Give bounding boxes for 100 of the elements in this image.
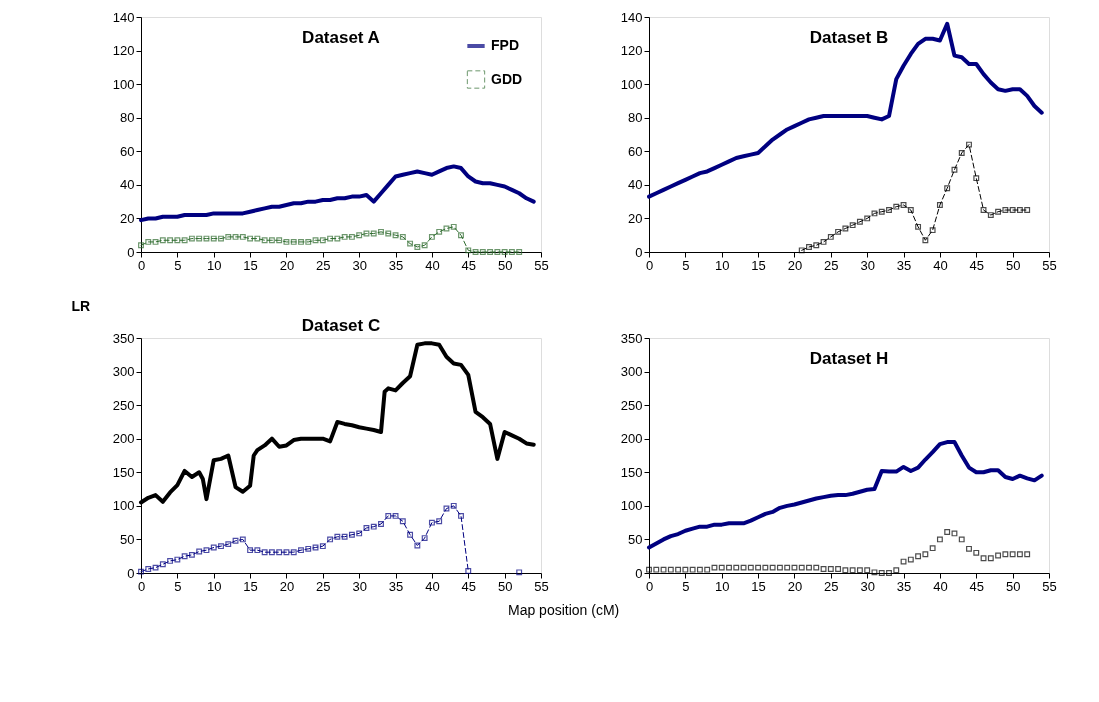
x-tick-label: 0: [645, 578, 654, 594]
point: [203, 235, 210, 242]
point: [268, 237, 275, 244]
point: [856, 218, 863, 225]
point: [363, 525, 370, 531]
point: [726, 564, 732, 571]
point: [290, 238, 297, 245]
point: [356, 530, 363, 537]
x-tick-label: 25: [824, 578, 839, 594]
x-tick-label: 45: [969, 257, 985, 273]
point: [392, 232, 399, 239]
x-tick-label: 40: [425, 578, 440, 594]
x-tick-label: 5: [174, 257, 182, 273]
point: [958, 536, 965, 543]
x-tick-label: 30: [860, 257, 875, 273]
point: [399, 233, 406, 240]
point: [871, 569, 878, 576]
point: [842, 567, 849, 574]
point: [1009, 551, 1016, 558]
point: [225, 233, 232, 240]
point: [864, 567, 871, 574]
point: [835, 566, 842, 572]
point: [232, 233, 239, 240]
x-tick-label: 30: [352, 257, 367, 273]
point: [283, 238, 290, 245]
point: [450, 502, 457, 509]
x-tick-label: 45: [461, 578, 477, 594]
point: [951, 530, 958, 537]
point: [900, 558, 907, 565]
point: [370, 523, 377, 530]
point: [747, 564, 754, 571]
point: [167, 237, 174, 244]
point: [319, 543, 326, 550]
text: Dataset A: [302, 28, 380, 47]
point: [298, 547, 304, 554]
point: [1024, 551, 1031, 558]
point: [428, 233, 435, 240]
point: [254, 547, 261, 554]
point: [203, 547, 210, 554]
x-tick-label: 45: [461, 257, 477, 273]
point: [341, 533, 348, 540]
point: [907, 556, 914, 563]
point: [886, 570, 892, 576]
point: [966, 141, 972, 148]
y-tick-label: 100: [620, 498, 643, 514]
chart-title: Dataset C: [301, 316, 381, 335]
point: [327, 536, 334, 543]
y-tick-label: 50: [120, 531, 135, 547]
point: [842, 225, 849, 232]
point: [341, 233, 348, 240]
point: [501, 249, 508, 255]
point: [247, 547, 254, 554]
y-tick-label: 100: [112, 76, 135, 92]
point: [987, 555, 994, 562]
point: [827, 566, 834, 572]
point: [239, 233, 246, 240]
y-tick-label: 60: [628, 143, 643, 159]
x-tick-label: 5: [682, 257, 690, 273]
line-series: [139, 164, 536, 223]
y-tick-label: 120: [620, 43, 643, 59]
point: [327, 235, 334, 242]
point: [407, 240, 414, 247]
point: [516, 249, 523, 255]
point: [399, 518, 406, 525]
point: [1002, 207, 1009, 213]
point: [929, 227, 936, 234]
point: [980, 207, 987, 213]
point: [407, 531, 414, 538]
point: [436, 228, 443, 235]
y-tick-label: 20: [628, 210, 643, 226]
point: [247, 235, 254, 242]
x-tick-label: 10: [206, 257, 222, 273]
point: [813, 242, 820, 249]
point: [232, 537, 239, 544]
point: [174, 556, 181, 563]
point: [319, 237, 326, 244]
x-tick-label: 10: [714, 257, 730, 273]
point: [849, 222, 856, 229]
point: [827, 233, 834, 240]
point: [188, 551, 195, 558]
text: Dataset B: [809, 28, 889, 47]
point: [864, 215, 871, 222]
point: [675, 566, 682, 573]
y-tick-label: 0: [635, 565, 643, 581]
point: [878, 570, 885, 576]
point: [508, 249, 515, 255]
point: [740, 564, 747, 571]
point: [922, 237, 929, 244]
y-tick-label: 350: [112, 330, 135, 346]
point: [465, 568, 472, 574]
x-tick-label: 50: [497, 257, 513, 273]
x-tick-label: 0: [645, 257, 654, 273]
point: [443, 225, 450, 232]
legend-label: GDD: [491, 70, 523, 87]
point: [159, 561, 166, 568]
point: [755, 564, 762, 571]
point: [305, 545, 312, 552]
point: [174, 237, 181, 244]
point: [152, 238, 159, 245]
point: [268, 549, 275, 556]
